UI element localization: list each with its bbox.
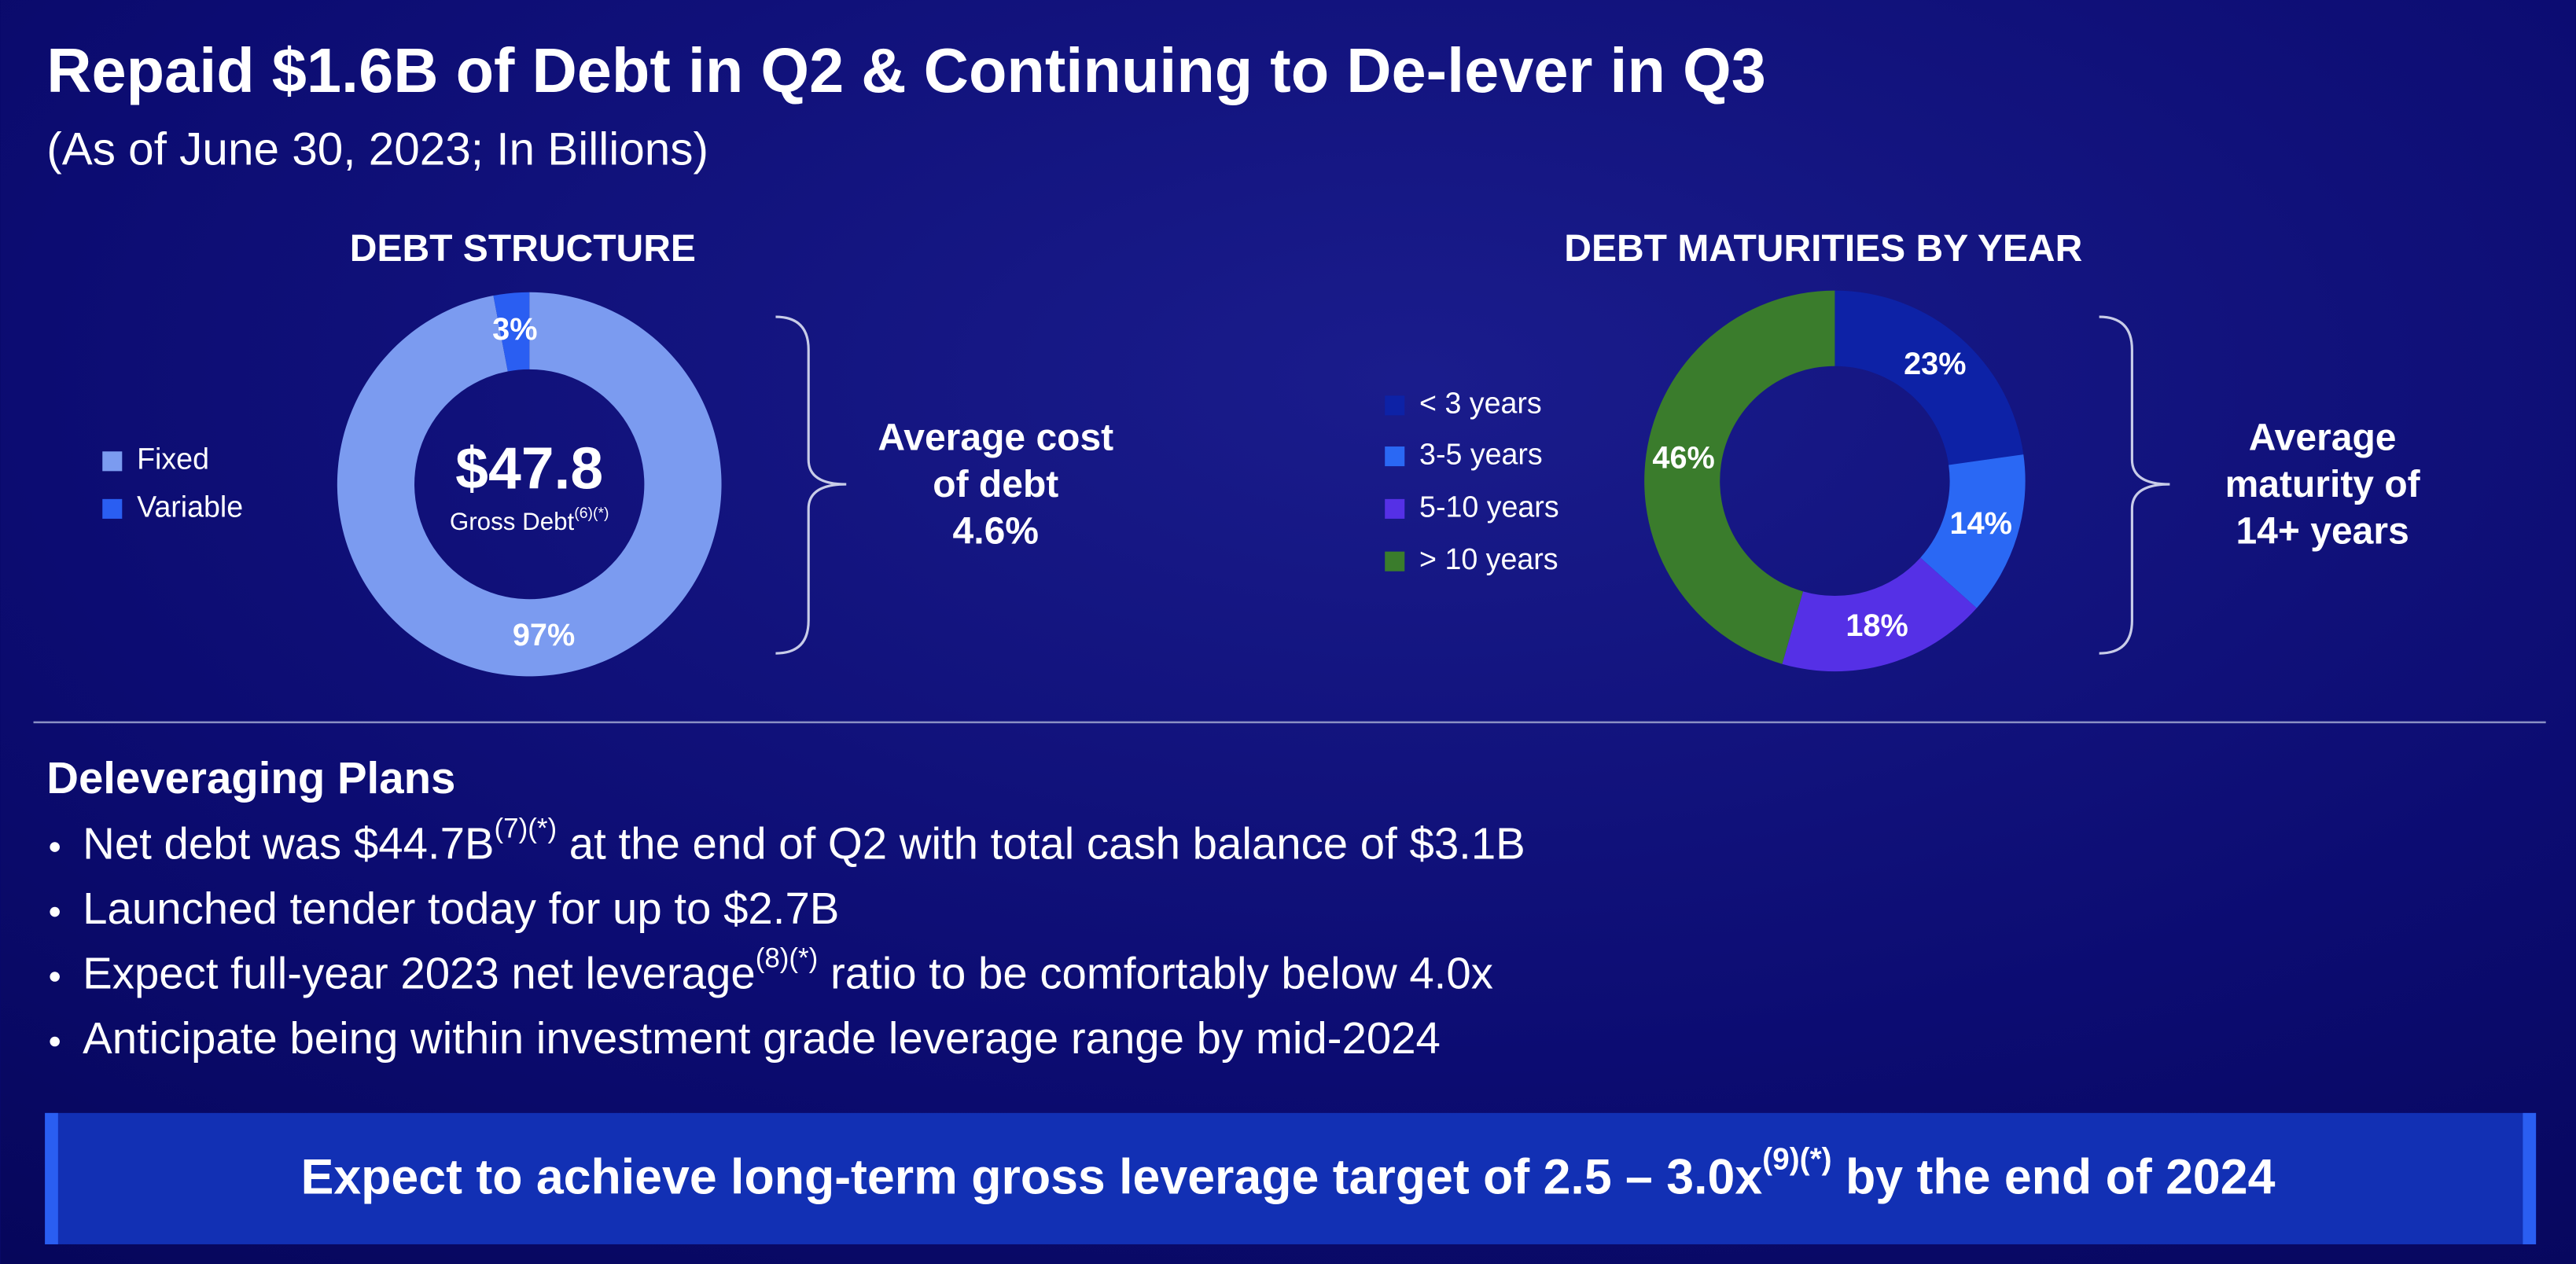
- footnote-ref: (8)(*): [756, 942, 819, 973]
- footnote-ref: (9)(*): [1762, 1143, 1831, 1177]
- text-part: Expect to achieve long-term gross levera…: [301, 1149, 1763, 1204]
- legend-swatch: [1385, 446, 1405, 467]
- slide-title: Repaid $1.6B of Debt in Q2 & Continuing …: [46, 35, 1766, 105]
- bullet-dot: [50, 906, 60, 917]
- donut-slice: [1782, 557, 1977, 672]
- annotation: Average cost: [878, 417, 1113, 458]
- banner-box: [45, 1112, 2537, 1244]
- legend-label: > 10 years: [1419, 542, 1558, 575]
- legend-swatch: [102, 498, 123, 519]
- footnote-ref: (7)(*): [495, 813, 558, 843]
- brace: [2099, 315, 2170, 655]
- text-part: Net debt was $44.7B: [83, 818, 494, 868]
- bullet-dot: [50, 842, 60, 852]
- legend-swatch: [102, 451, 123, 472]
- center-label: Gross Debt(6)(*): [450, 505, 609, 535]
- banner-edge: [2523, 1112, 2537, 1244]
- donut-slice: [337, 292, 722, 677]
- text-part: Gross Debt: [450, 508, 575, 535]
- text-part: Launched tender today for up to $2.7B: [83, 884, 839, 933]
- slide-subtitle: (As of June 30, 2023; In Billions): [46, 124, 708, 175]
- text-part: ratio to be comfortably below 4.0x: [818, 948, 1493, 998]
- bullet-text: Net debt was $44.7B(7)(*) at the end of …: [83, 813, 1525, 868]
- annotation: maturity of: [2225, 464, 2421, 505]
- annotation: of debt: [933, 464, 1058, 505]
- text-part: Expect full-year 2023 net leverage: [83, 948, 756, 998]
- legend-label: Fixed: [137, 443, 209, 476]
- bullet-text: Expect full-year 2023 net leverage(8)(*)…: [83, 942, 1493, 998]
- legend-label: 3-5 years: [1419, 437, 1543, 470]
- legend-swatch: [1385, 551, 1405, 571]
- annotation: Average: [2249, 417, 2397, 458]
- legend-swatch: [1385, 395, 1405, 416]
- text-part: Anticipate being within investment grade…: [83, 1013, 1441, 1063]
- text-part: by the end of 2024: [1832, 1149, 2276, 1204]
- bullet-text: Anticipate being within investment grade…: [83, 1013, 1441, 1063]
- brace: [775, 315, 847, 655]
- data-label: 97%: [513, 618, 575, 652]
- donut-slice: [1644, 290, 1835, 664]
- donut-slice: [493, 292, 530, 372]
- legend-swatch: [1385, 498, 1405, 519]
- annotation: 14+ years: [2236, 510, 2409, 552]
- data-label: 18%: [1846, 608, 1908, 643]
- annotation: 4.6%: [953, 510, 1039, 552]
- legend-label: < 3 years: [1419, 387, 1542, 420]
- chart-title: DEBT STRUCTURE: [350, 228, 696, 270]
- legend-label: Variable: [137, 490, 243, 523]
- donut-slice: [1834, 290, 2024, 465]
- banner-text: Expect to achieve long-term gross levera…: [301, 1143, 2276, 1204]
- chart-title: DEBT MATURITIES BY YEAR: [1564, 228, 2082, 270]
- bullet-dot: [50, 1036, 60, 1047]
- data-label: 3%: [492, 312, 537, 347]
- bullet-text: Launched tender today for up to $2.7B: [83, 884, 839, 933]
- donut-slice: [1920, 454, 2026, 608]
- legend-label: 5-10 years: [1419, 490, 1559, 523]
- text-part: at the end of Q2 with total cash balance…: [557, 818, 1525, 868]
- data-label: 46%: [1652, 440, 1714, 475]
- footnote-ref: (6)(*): [574, 505, 609, 522]
- banner-edge: [45, 1112, 58, 1244]
- center-value: $47.8: [455, 435, 603, 501]
- bullet-dot: [50, 972, 60, 982]
- section-heading: Deleveraging Plans: [46, 753, 455, 803]
- data-label: 23%: [1904, 347, 1966, 381]
- data-label: 14%: [1950, 506, 2012, 541]
